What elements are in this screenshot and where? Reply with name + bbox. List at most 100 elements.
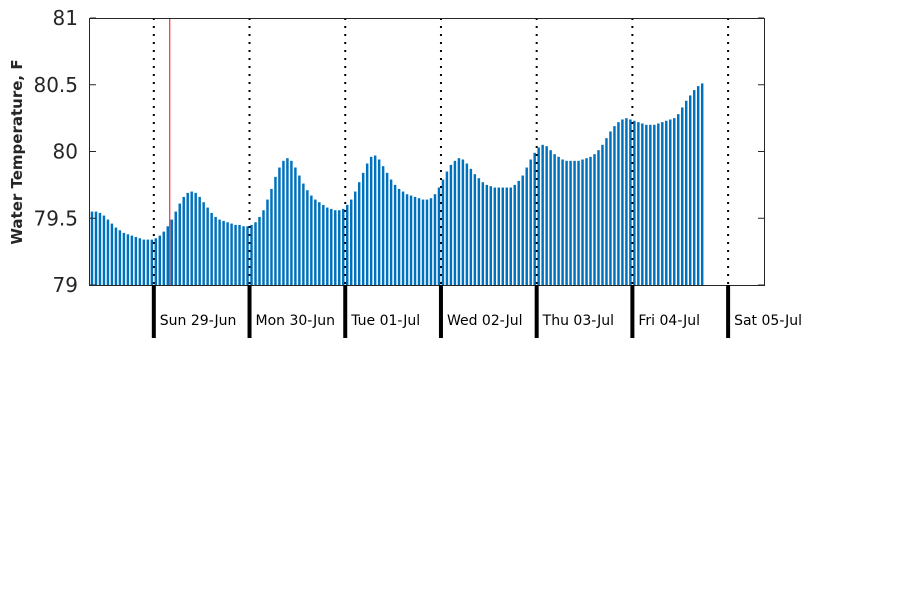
temperature-bar [521, 175, 524, 285]
temperature-bar [210, 212, 213, 285]
temperature-bar [98, 212, 102, 285]
temperature-bar [262, 210, 265, 285]
temperature-bar [282, 160, 285, 285]
temperature-bar [673, 118, 676, 286]
temperature-bar [178, 203, 181, 285]
temperature-bar [194, 192, 197, 285]
temperature-bar [637, 122, 640, 285]
temperature-bar [513, 184, 516, 286]
temperature-bar [106, 219, 110, 285]
temperature-bar [505, 187, 508, 285]
temperature-bar [385, 172, 389, 285]
day-label: Mon 30-Jun [256, 313, 335, 329]
temperature-bar [318, 202, 321, 285]
temperature-bar [349, 199, 353, 285]
temperature-bar [493, 187, 497, 285]
temperature-bar [641, 123, 644, 285]
temperature-bar [441, 179, 445, 285]
temperature-bar [214, 216, 217, 285]
temperature-bar [146, 239, 150, 285]
temperature-bar [397, 188, 401, 285]
y-axis-label: Water Temperature, F [8, 59, 26, 244]
temperature-bar [417, 198, 421, 285]
day-label: Wed 02-Jul [447, 313, 523, 329]
temperature-bar [342, 208, 345, 285]
temperature-bar [449, 164, 453, 285]
temperature-bar [294, 167, 297, 285]
temperature-bar [453, 160, 457, 285]
temperature-bar [553, 154, 556, 285]
temperature-bar [278, 167, 281, 285]
temperature-bar [290, 160, 293, 285]
temperature-bar [170, 219, 173, 285]
temperature-bar [529, 159, 532, 285]
temperature-bar [609, 131, 612, 285]
temperature-bar [150, 239, 154, 285]
temperature-bar [182, 196, 185, 285]
temperature-bar [429, 198, 433, 285]
temperature-bar [692, 90, 696, 285]
temperature-bar [684, 100, 688, 286]
temperature-bar [218, 219, 221, 285]
temperature-bar [298, 175, 301, 285]
temperature-bar [617, 122, 620, 285]
temperature-bar [361, 172, 365, 285]
temperature-bar [569, 160, 572, 285]
temperature-bar [270, 188, 273, 285]
temperature-bar [465, 163, 469, 285]
y-tick-label: 80 [53, 140, 78, 164]
temperature-bar [338, 210, 341, 285]
temperature-bar [405, 194, 409, 285]
temperature-bar [469, 168, 473, 285]
temperature-bar [657, 123, 660, 285]
temperature-bar [477, 178, 481, 285]
temperature-bar [330, 208, 333, 285]
temperature-bar [322, 204, 325, 285]
temperature-bar [158, 235, 162, 285]
temperature-bar [481, 182, 485, 285]
temperature-bar [110, 223, 114, 285]
temperature-bar [258, 216, 261, 285]
temperature-bar [649, 124, 652, 285]
temperature-bar [365, 163, 369, 285]
temperature-bar [162, 231, 166, 285]
day-label: Fri 04-Jul [638, 313, 700, 329]
temperature-bar [573, 160, 576, 285]
temperature-bar [310, 195, 313, 285]
temperature-bar [409, 195, 413, 285]
temperature-bar [198, 196, 201, 285]
temperature-bar [509, 187, 512, 285]
temperature-bar [621, 119, 624, 286]
temperature-bar [286, 158, 289, 285]
temperature-bar [226, 222, 229, 285]
temperature-bar [625, 118, 628, 286]
temperature-bar [433, 194, 437, 285]
temperature-bar [501, 187, 505, 285]
day-label: Sat 05-Jul [734, 313, 802, 329]
temperature-bar [565, 160, 568, 285]
temperature-bar [473, 174, 477, 285]
temperature-bar [605, 138, 608, 285]
temperature-bar [401, 191, 405, 285]
temperature-bar [314, 199, 317, 285]
temperature-bar [306, 190, 309, 285]
temperature-bar [700, 83, 704, 285]
temperature-bar [126, 234, 130, 285]
temperature-bar [681, 107, 684, 285]
temperature-bar [485, 184, 489, 286]
temperature-bar [421, 199, 425, 285]
temperature-bar [597, 150, 600, 285]
temperature-bar [577, 160, 580, 285]
temperature-bar [377, 159, 381, 285]
temperature-bar [629, 119, 632, 286]
temperature-bar [393, 184, 397, 286]
temperature-bar [561, 159, 564, 285]
temperature-bar [242, 226, 245, 285]
temperature-bar [696, 86, 700, 285]
temperature-bar [489, 186, 493, 285]
temperature-bar [174, 211, 177, 285]
temperature-bar [114, 227, 118, 285]
temperature-bar [94, 211, 98, 285]
plot-frame [89, 18, 765, 286]
